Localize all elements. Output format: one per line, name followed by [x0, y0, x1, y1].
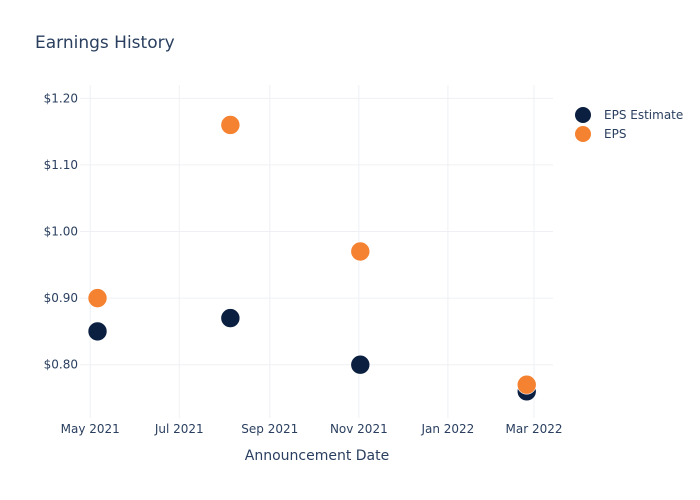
x-tick-label: May 2021 [61, 422, 120, 436]
grid-lines [80, 85, 553, 418]
y-tick-label: $0.80 [44, 358, 78, 372]
x-tick-label: Sep 2021 [241, 422, 298, 436]
x-tick-label: Jul 2021 [154, 422, 204, 436]
data-points [87, 115, 537, 402]
x-tick-label: Jan 2022 [420, 422, 474, 436]
data-point-eps [350, 241, 371, 262]
legend-label-eps-estimate: EPS Estimate [604, 107, 684, 122]
legend-item-eps-estimate[interactable]: EPS Estimate [575, 105, 683, 124]
data-point-eps [516, 374, 537, 395]
y-tick-label: $0.90 [44, 291, 78, 305]
chart-title: Earnings History [35, 33, 175, 53]
legend-marker-eps [575, 125, 591, 142]
y-tick-label: $1.10 [44, 158, 78, 172]
legend-item-eps[interactable]: EPS [575, 124, 683, 143]
y-axis-ticks: $0.80 $0.90 $1.00 $1.10 $1.20 [44, 91, 78, 371]
x-tick-label: Mar 2022 [506, 422, 563, 436]
data-point-eps [220, 115, 241, 135]
y-tick-label: $1.20 [44, 91, 78, 105]
x-axis-ticks: May 2021 Jul 2021 Sep 2021 Nov 2021 Jan 2022… [61, 422, 563, 436]
x-axis-title: Announcement Date [244, 448, 390, 464]
legend-marker-eps-estimate [575, 106, 591, 123]
data-point-eps [87, 288, 108, 308]
legend-label-eps: EPS [604, 126, 627, 141]
y-tick-label: $1.00 [44, 225, 78, 239]
x-tick-label: Nov 2021 [330, 422, 388, 436]
legend: EPS Estimate EPS [575, 105, 683, 143]
data-point-eps-estimate [220, 308, 241, 328]
data-point-eps-estimate [87, 321, 108, 342]
data-point-eps-estimate [350, 354, 371, 375]
